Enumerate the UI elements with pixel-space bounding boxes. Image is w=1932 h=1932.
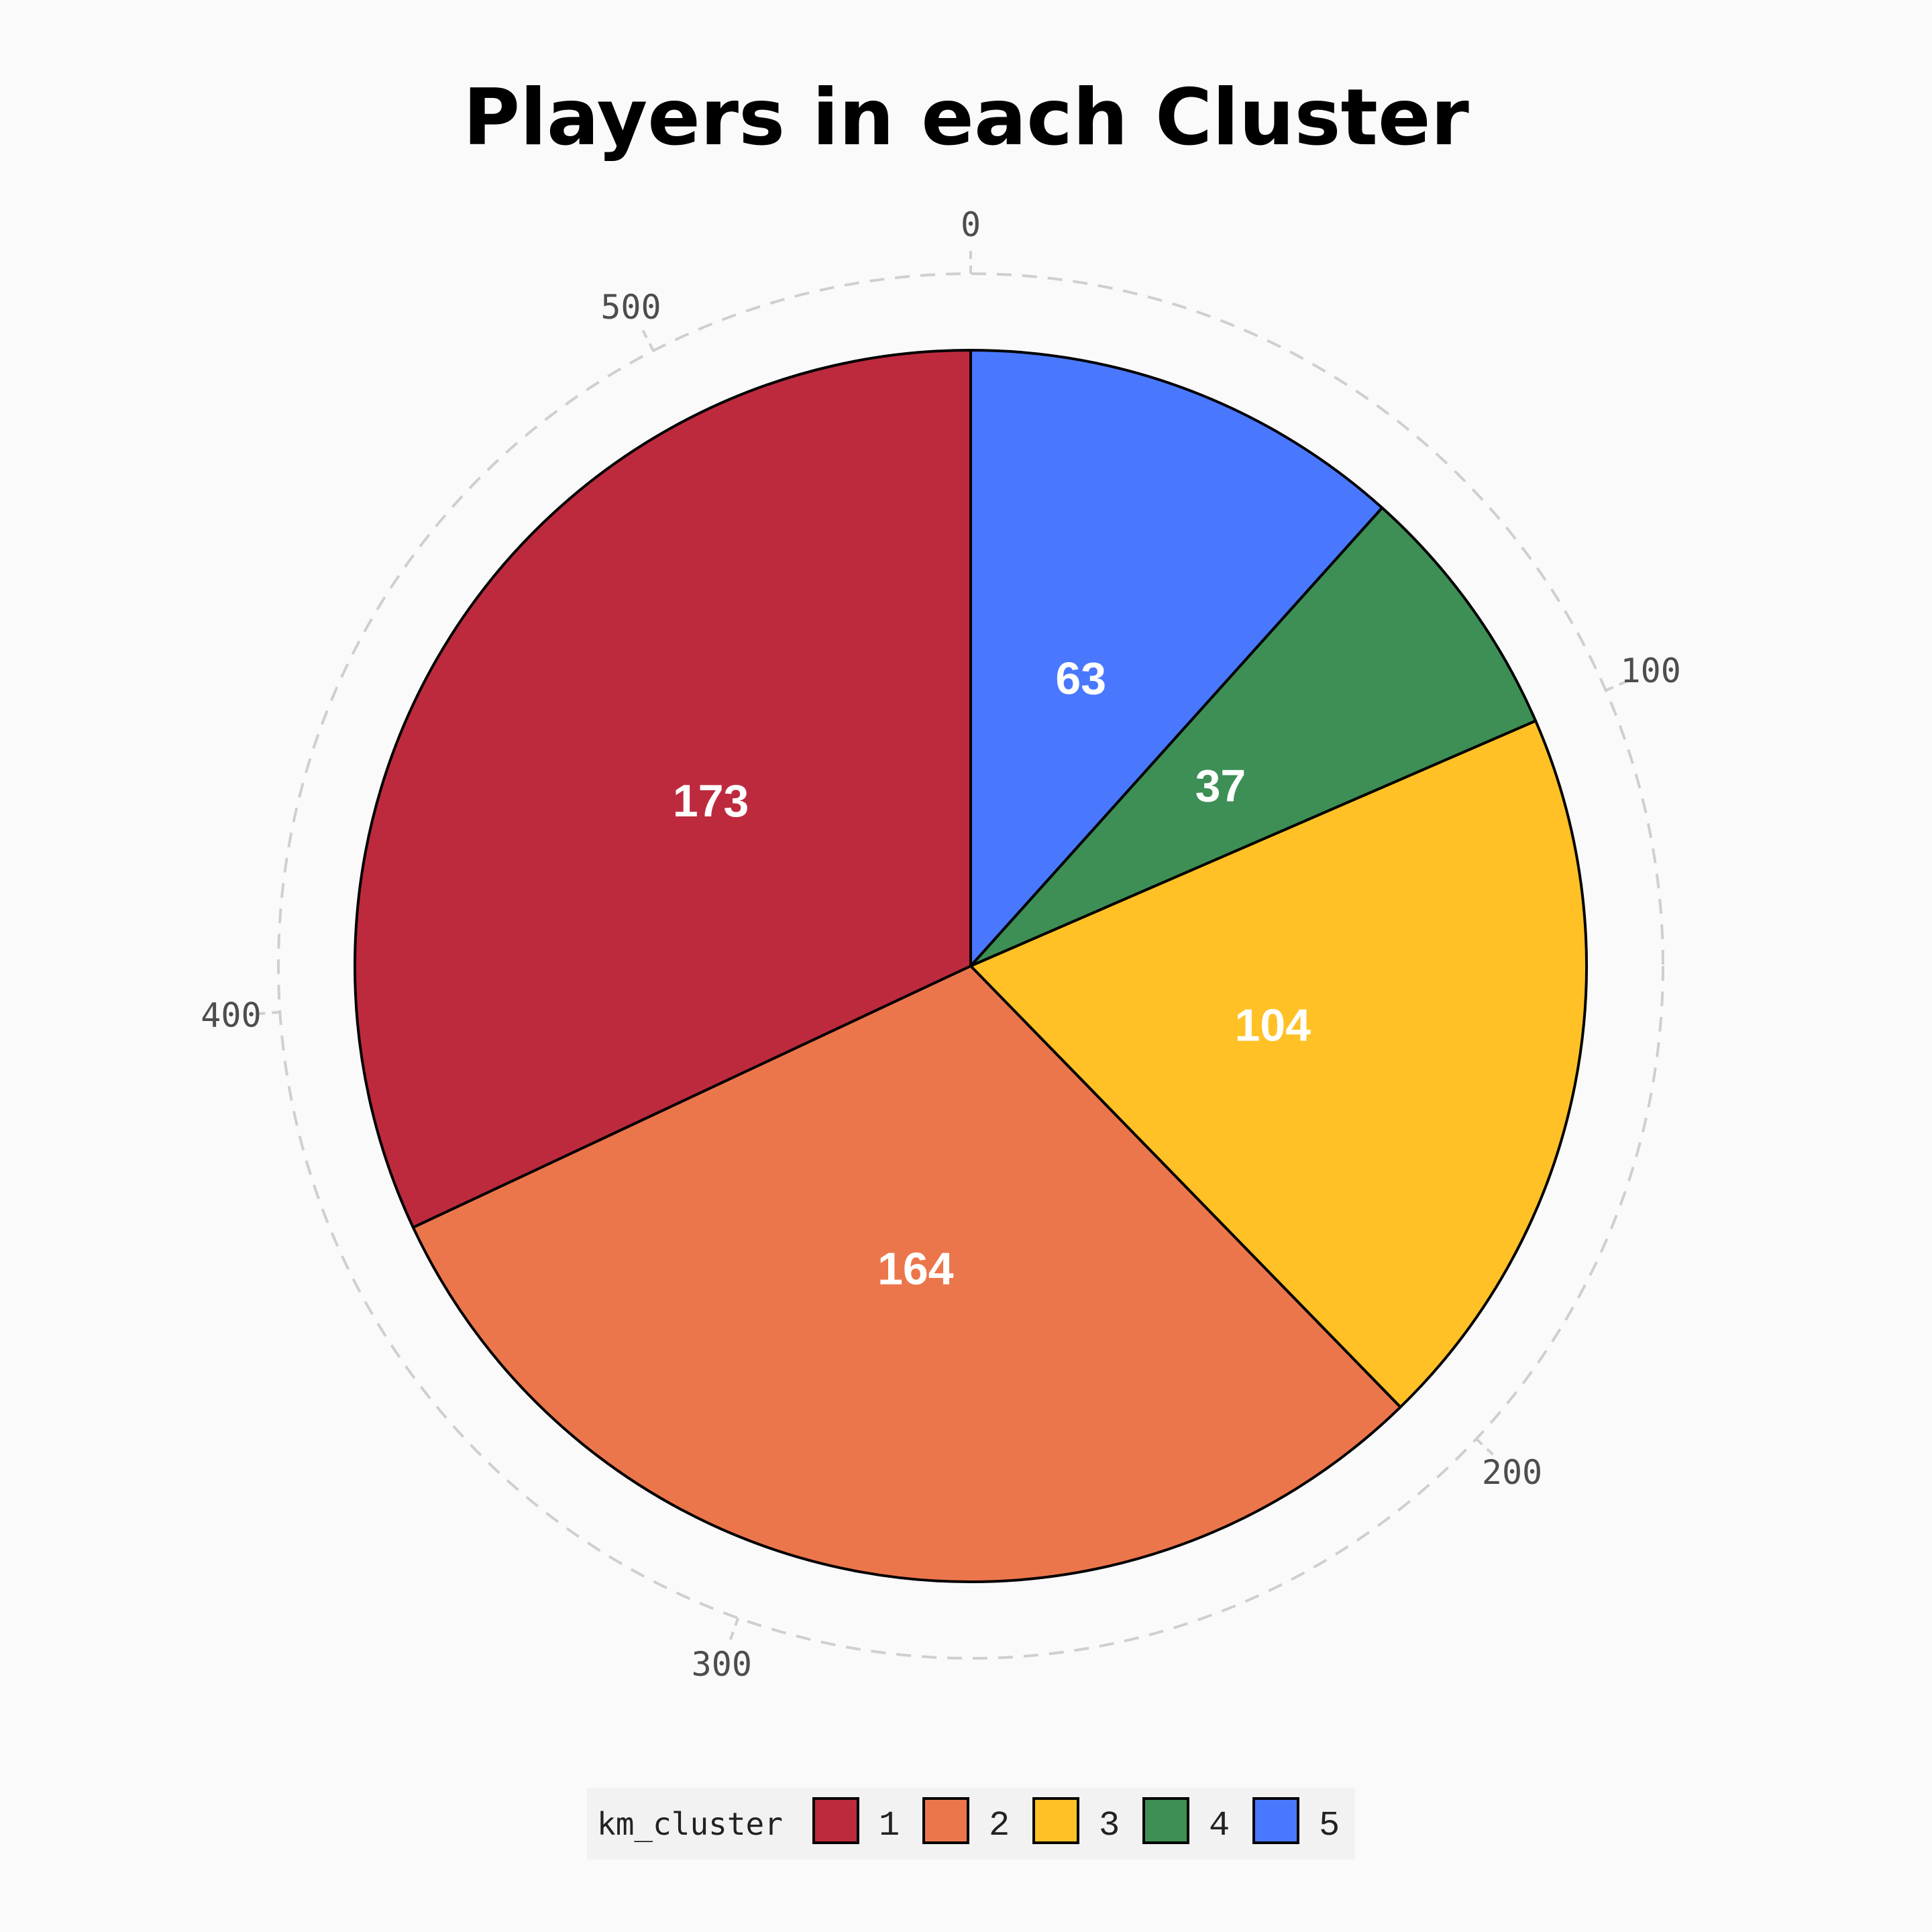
legend-label-5: 5 [1319, 1806, 1340, 1845]
outer-gridline [277, 272, 1664, 1660]
tick-label-300: 300 [692, 1645, 752, 1684]
legend: km_cluster 1 2 3 4 5 [587, 1788, 1355, 1860]
legend-title: km_cluster [597, 1806, 783, 1842]
legend-swatch-3 [1032, 1797, 1079, 1844]
chart-title: Players in each Cluster [463, 72, 1469, 163]
tick-mark [1475, 1438, 1499, 1460]
slice-labels: 63 37 104 164 173 [673, 653, 1311, 1294]
legend-label-1: 1 [879, 1806, 900, 1845]
pie-slice-4 [969, 506, 1538, 967]
tick-label-200: 200 [1482, 1453, 1542, 1492]
pie-slice-1 [354, 349, 972, 1229]
slice-label-3: 104 [1235, 1000, 1311, 1051]
slice-label-2: 164 [877, 1244, 954, 1295]
pie-slices [354, 349, 1588, 1583]
tick-label-500: 500 [600, 288, 661, 327]
slice-label-1: 173 [673, 775, 749, 826]
pie-slice-3 [969, 719, 1588, 1409]
legend-swatch-5 [1252, 1797, 1299, 1844]
tick-label-0: 0 [961, 205, 981, 244]
legend-label-2: 2 [989, 1806, 1010, 1845]
legend-swatch-1 [812, 1797, 859, 1844]
tick-mark [251, 1010, 280, 1016]
tick-mark [1605, 678, 1633, 692]
tick-label-400: 400 [201, 996, 261, 1035]
slice-label-5: 63 [1055, 653, 1106, 704]
pie-slice-5 [969, 349, 1384, 967]
legend-label-4: 4 [1209, 1806, 1230, 1845]
tick-label-100: 100 [1621, 651, 1681, 690]
tick-mark [639, 324, 655, 352]
legend-label-3: 3 [1099, 1806, 1120, 1845]
slice-label-4: 37 [1195, 761, 1246, 812]
legend-background [587, 1788, 1355, 1860]
legend-swatch-2 [922, 1797, 969, 1844]
radial-axis-ticks: 0 100 200 300 400 500 [201, 205, 1681, 1684]
legend-swatch-4 [1142, 1797, 1189, 1844]
pie-slice-2 [411, 965, 1402, 1583]
tick-mark [727, 1617, 740, 1646]
legend-items: 1 2 3 4 5 [812, 1797, 1340, 1845]
